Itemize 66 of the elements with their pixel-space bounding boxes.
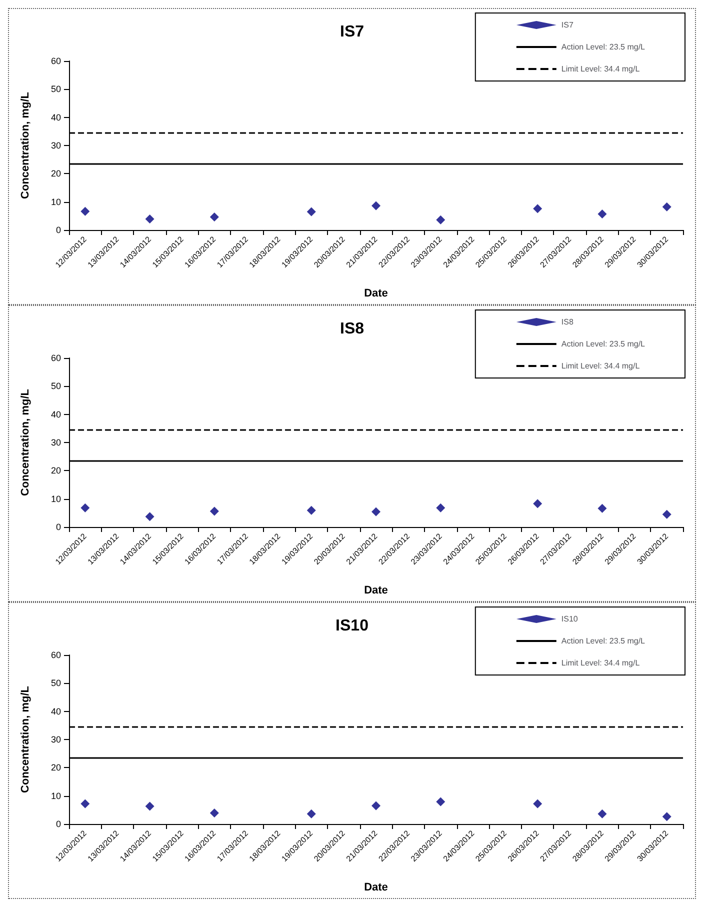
y-tick-label: 60 [50, 353, 61, 363]
y-tick-label: 30 [50, 438, 61, 448]
point [436, 797, 446, 806]
point [145, 802, 154, 811]
y-tick-label: 10 [50, 196, 61, 207]
point [80, 206, 90, 216]
legend-label: Limit Level: 34.4 mg/L [561, 658, 640, 668]
point [533, 799, 542, 808]
y-tick-label: 40 [50, 409, 61, 420]
legend-label: IS7 [561, 20, 574, 30]
y-axis-title: Concentration, mg/L [20, 686, 32, 793]
point [662, 510, 672, 519]
point [80, 799, 90, 808]
point [598, 809, 607, 818]
point [598, 209, 607, 218]
point [80, 503, 90, 512]
y-tick-label: 30 [50, 140, 61, 150]
y-tick-label: 50 [50, 678, 61, 688]
point [372, 201, 380, 210]
y-tick-label: 0 [56, 522, 61, 532]
x-axis-title: Date [364, 288, 388, 300]
y-tick-label: 20 [50, 168, 61, 179]
point [306, 809, 316, 818]
y-axis-title: Concentration, mg/L [20, 92, 32, 199]
chart-title: IS7 [340, 24, 364, 40]
y-tick-label: 20 [50, 762, 61, 773]
chart-title: IS8 [340, 320, 364, 338]
point [306, 207, 316, 216]
legend-label: Limit Level: 34.4 mg/L [561, 362, 640, 370]
x-axis-title: Date [364, 584, 388, 596]
point [145, 214, 154, 224]
legend-label: IS8 [561, 318, 574, 326]
legend-label: IS10 [561, 614, 578, 624]
point [662, 812, 672, 822]
y-tick-label: 50 [50, 381, 61, 392]
y-tick-label: 0 [56, 819, 61, 829]
point [436, 503, 446, 512]
point [662, 202, 672, 212]
point [533, 499, 542, 508]
y-tick-label: 20 [50, 466, 61, 476]
y-tick-label: 50 [50, 84, 61, 94]
point [210, 808, 219, 818]
legend-label: Action Level: 23.5 mg/L [561, 636, 646, 646]
y-axis-title: Concentration, mg/L [20, 388, 32, 496]
y-tick-label: 10 [50, 790, 61, 801]
point [533, 204, 542, 214]
point [598, 504, 607, 513]
point [436, 215, 446, 224]
x-axis-title: Date [364, 882, 388, 894]
y-tick-label: 0 [56, 225, 61, 235]
point [372, 507, 380, 516]
y-tick-label: 30 [50, 734, 61, 744]
y-tick-label: 60 [50, 56, 61, 66]
y-tick-label: 40 [50, 706, 61, 716]
point [372, 801, 380, 810]
point [306, 506, 316, 515]
y-tick-label: 40 [50, 112, 61, 122]
legend-label: Action Level: 23.5 mg/L [561, 42, 646, 52]
legend-label: Limit Level: 34.4 mg/L [561, 64, 640, 74]
legend-label: Action Level: 23.5 mg/L [561, 340, 646, 348]
chart-title: IS10 [336, 618, 369, 634]
y-tick-label: 10 [50, 494, 61, 504]
point [210, 506, 219, 516]
point [145, 512, 154, 522]
y-tick-label: 60 [50, 650, 61, 660]
point [210, 212, 219, 222]
